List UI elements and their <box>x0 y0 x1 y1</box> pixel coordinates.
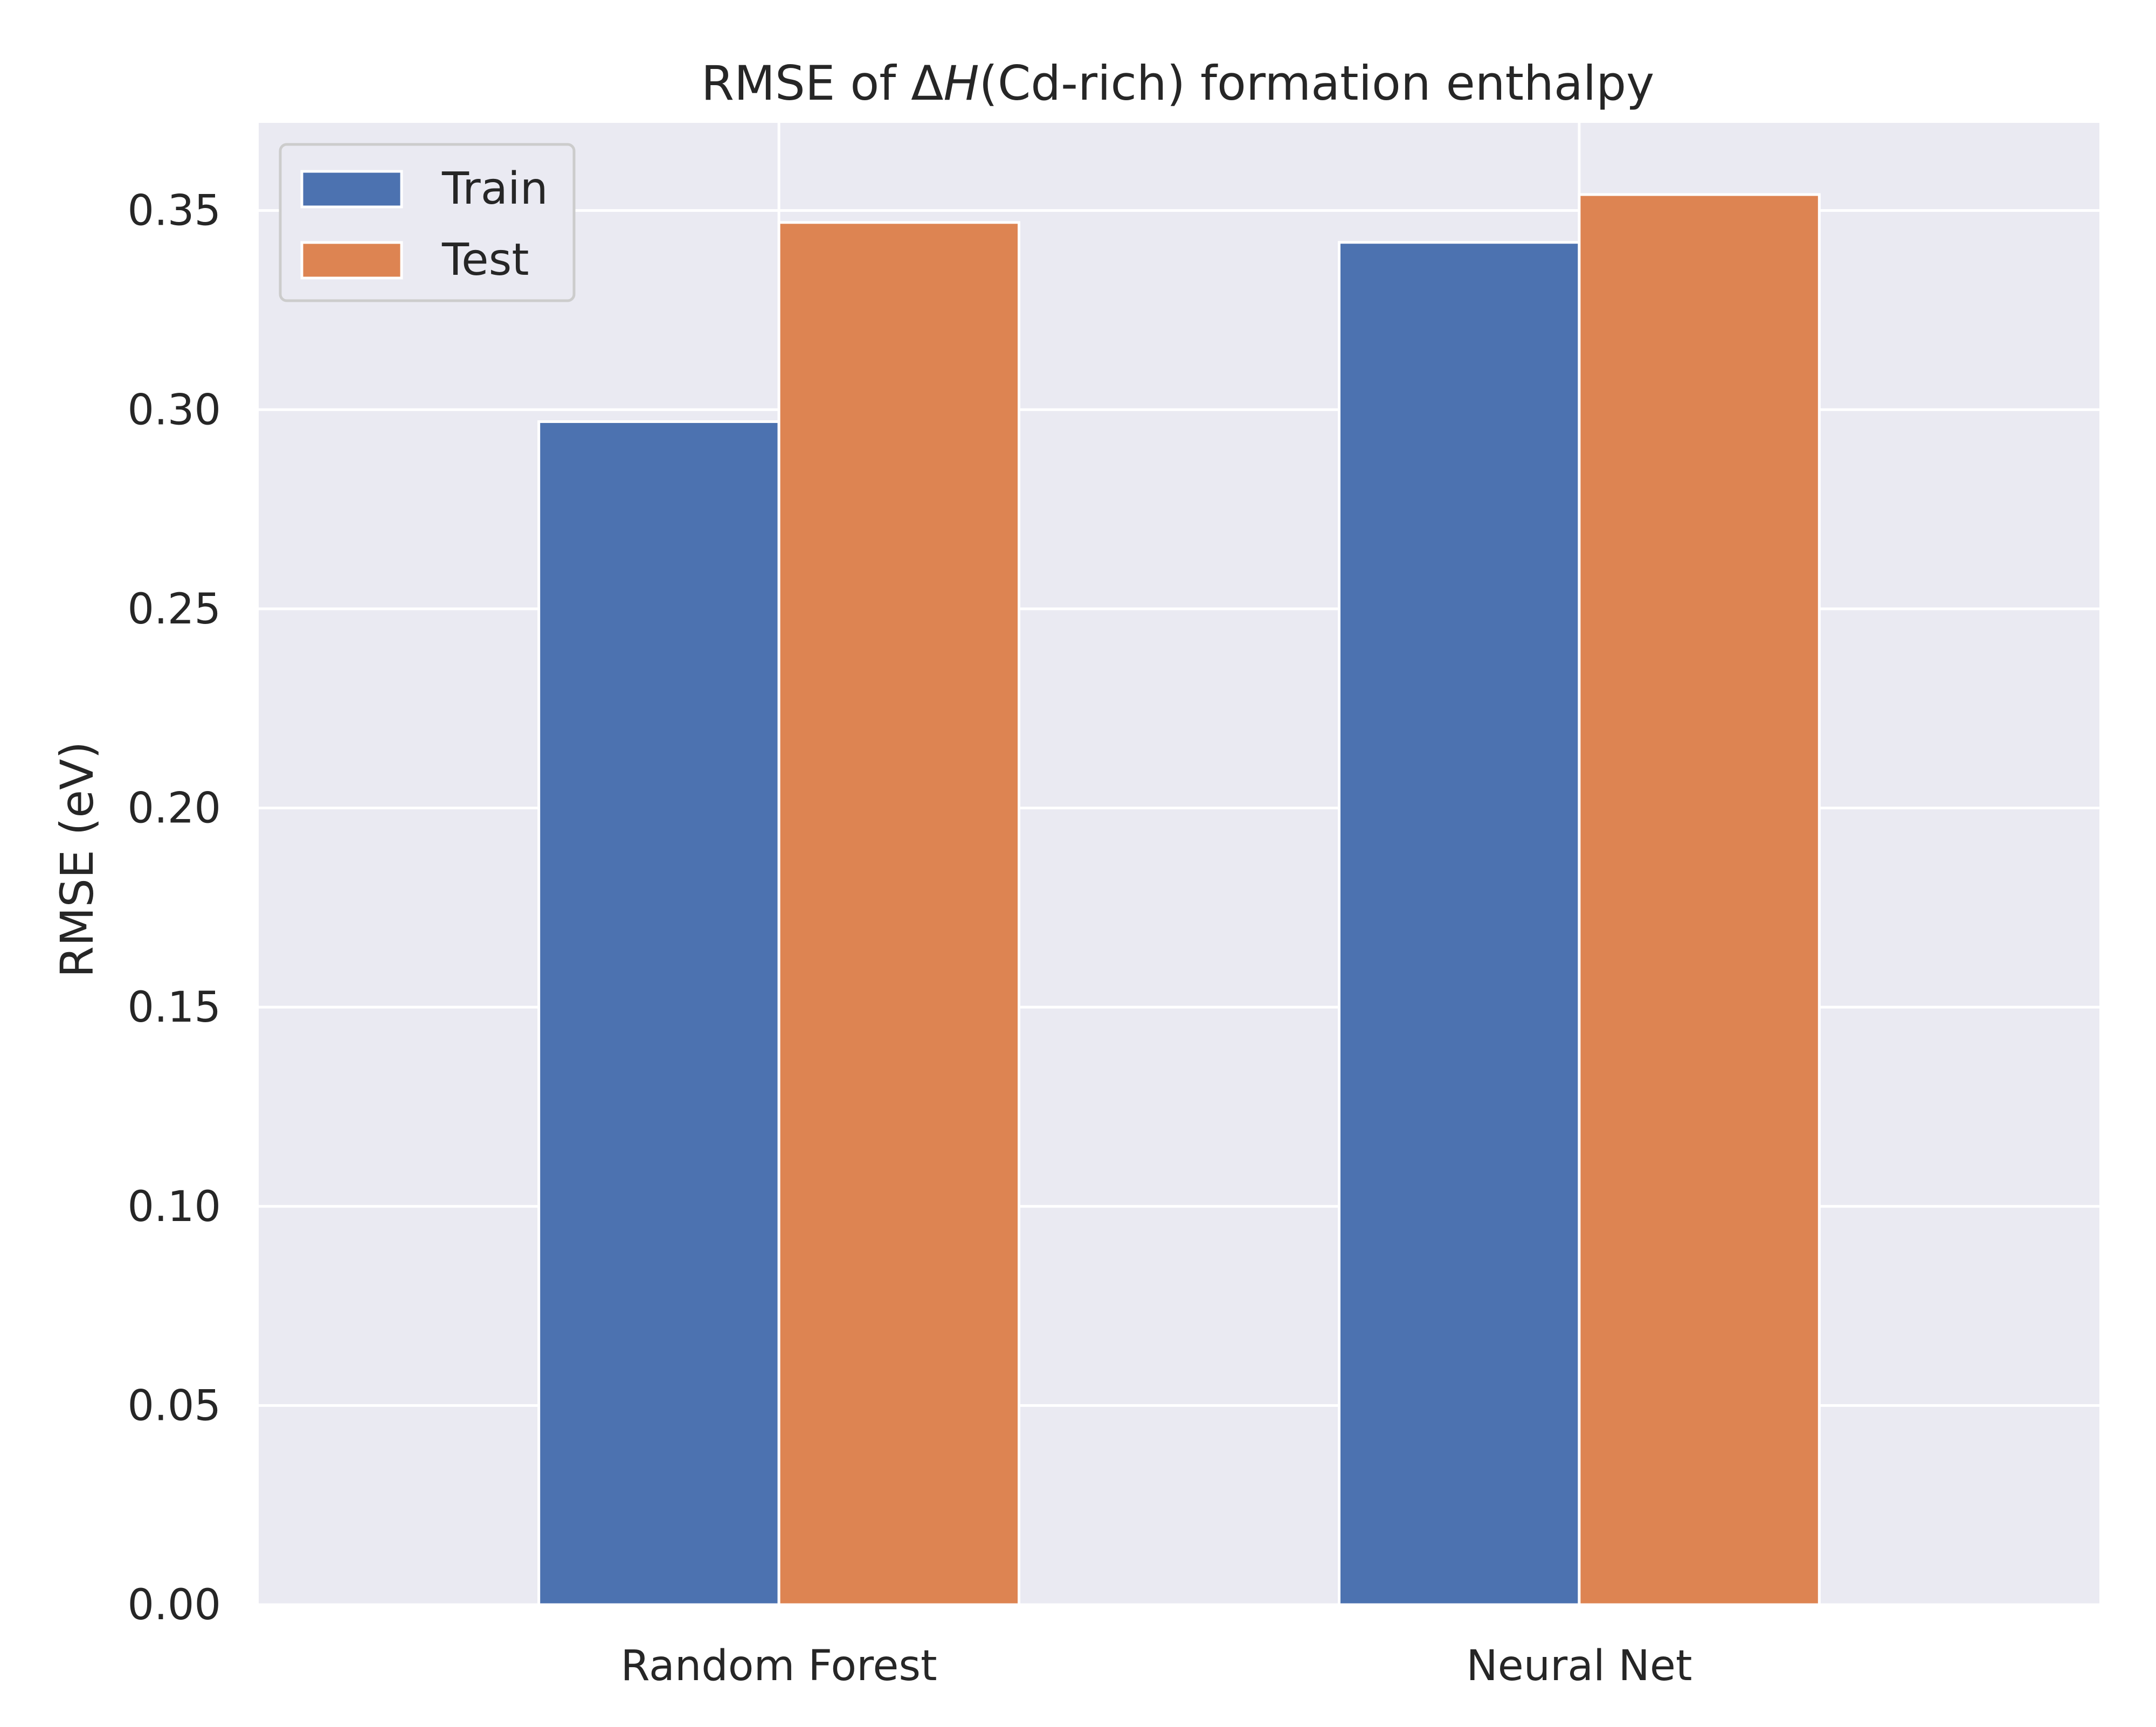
y-tick-label: 0.20 <box>127 785 221 833</box>
y-tick-label: 0.35 <box>127 187 221 235</box>
plot-area <box>259 123 2099 1605</box>
bar-train-0 <box>537 420 780 1606</box>
chart-title: RMSE of ΔH(Cd-rich) formation enthalpy <box>701 56 1654 111</box>
y-tick-label: 0.25 <box>127 585 221 634</box>
legend-swatch-test <box>300 241 403 280</box>
y-tick-label: 0.10 <box>127 1183 221 1231</box>
bars <box>537 193 1821 1606</box>
bar-train-1 <box>1337 241 1581 1606</box>
legend-swatch-train <box>300 170 403 209</box>
x-tick-labels: Random Forest Neural Net <box>621 1642 1692 1690</box>
x-tick-label: Neural Net <box>1466 1642 1692 1690</box>
y-tick-label: 0.15 <box>127 983 221 1032</box>
y-tick-label: 0.00 <box>127 1581 221 1629</box>
y-tick-label: 0.30 <box>127 386 221 434</box>
legend: Train Test <box>279 143 576 302</box>
bar-test-1 <box>1578 193 1821 1606</box>
y-tick-labels: 0.00 0.05 0.10 0.15 0.20 0.25 0.30 0.35 <box>127 187 221 1629</box>
legend-label-train: Train <box>441 163 548 214</box>
bar-test-0 <box>777 221 1021 1606</box>
y-tick-label: 0.05 <box>127 1382 221 1430</box>
x-tick-label: Random Forest <box>621 1642 937 1690</box>
legend-label-test: Test <box>441 234 529 286</box>
y-axis-label: RMSE (eV) <box>51 741 103 978</box>
